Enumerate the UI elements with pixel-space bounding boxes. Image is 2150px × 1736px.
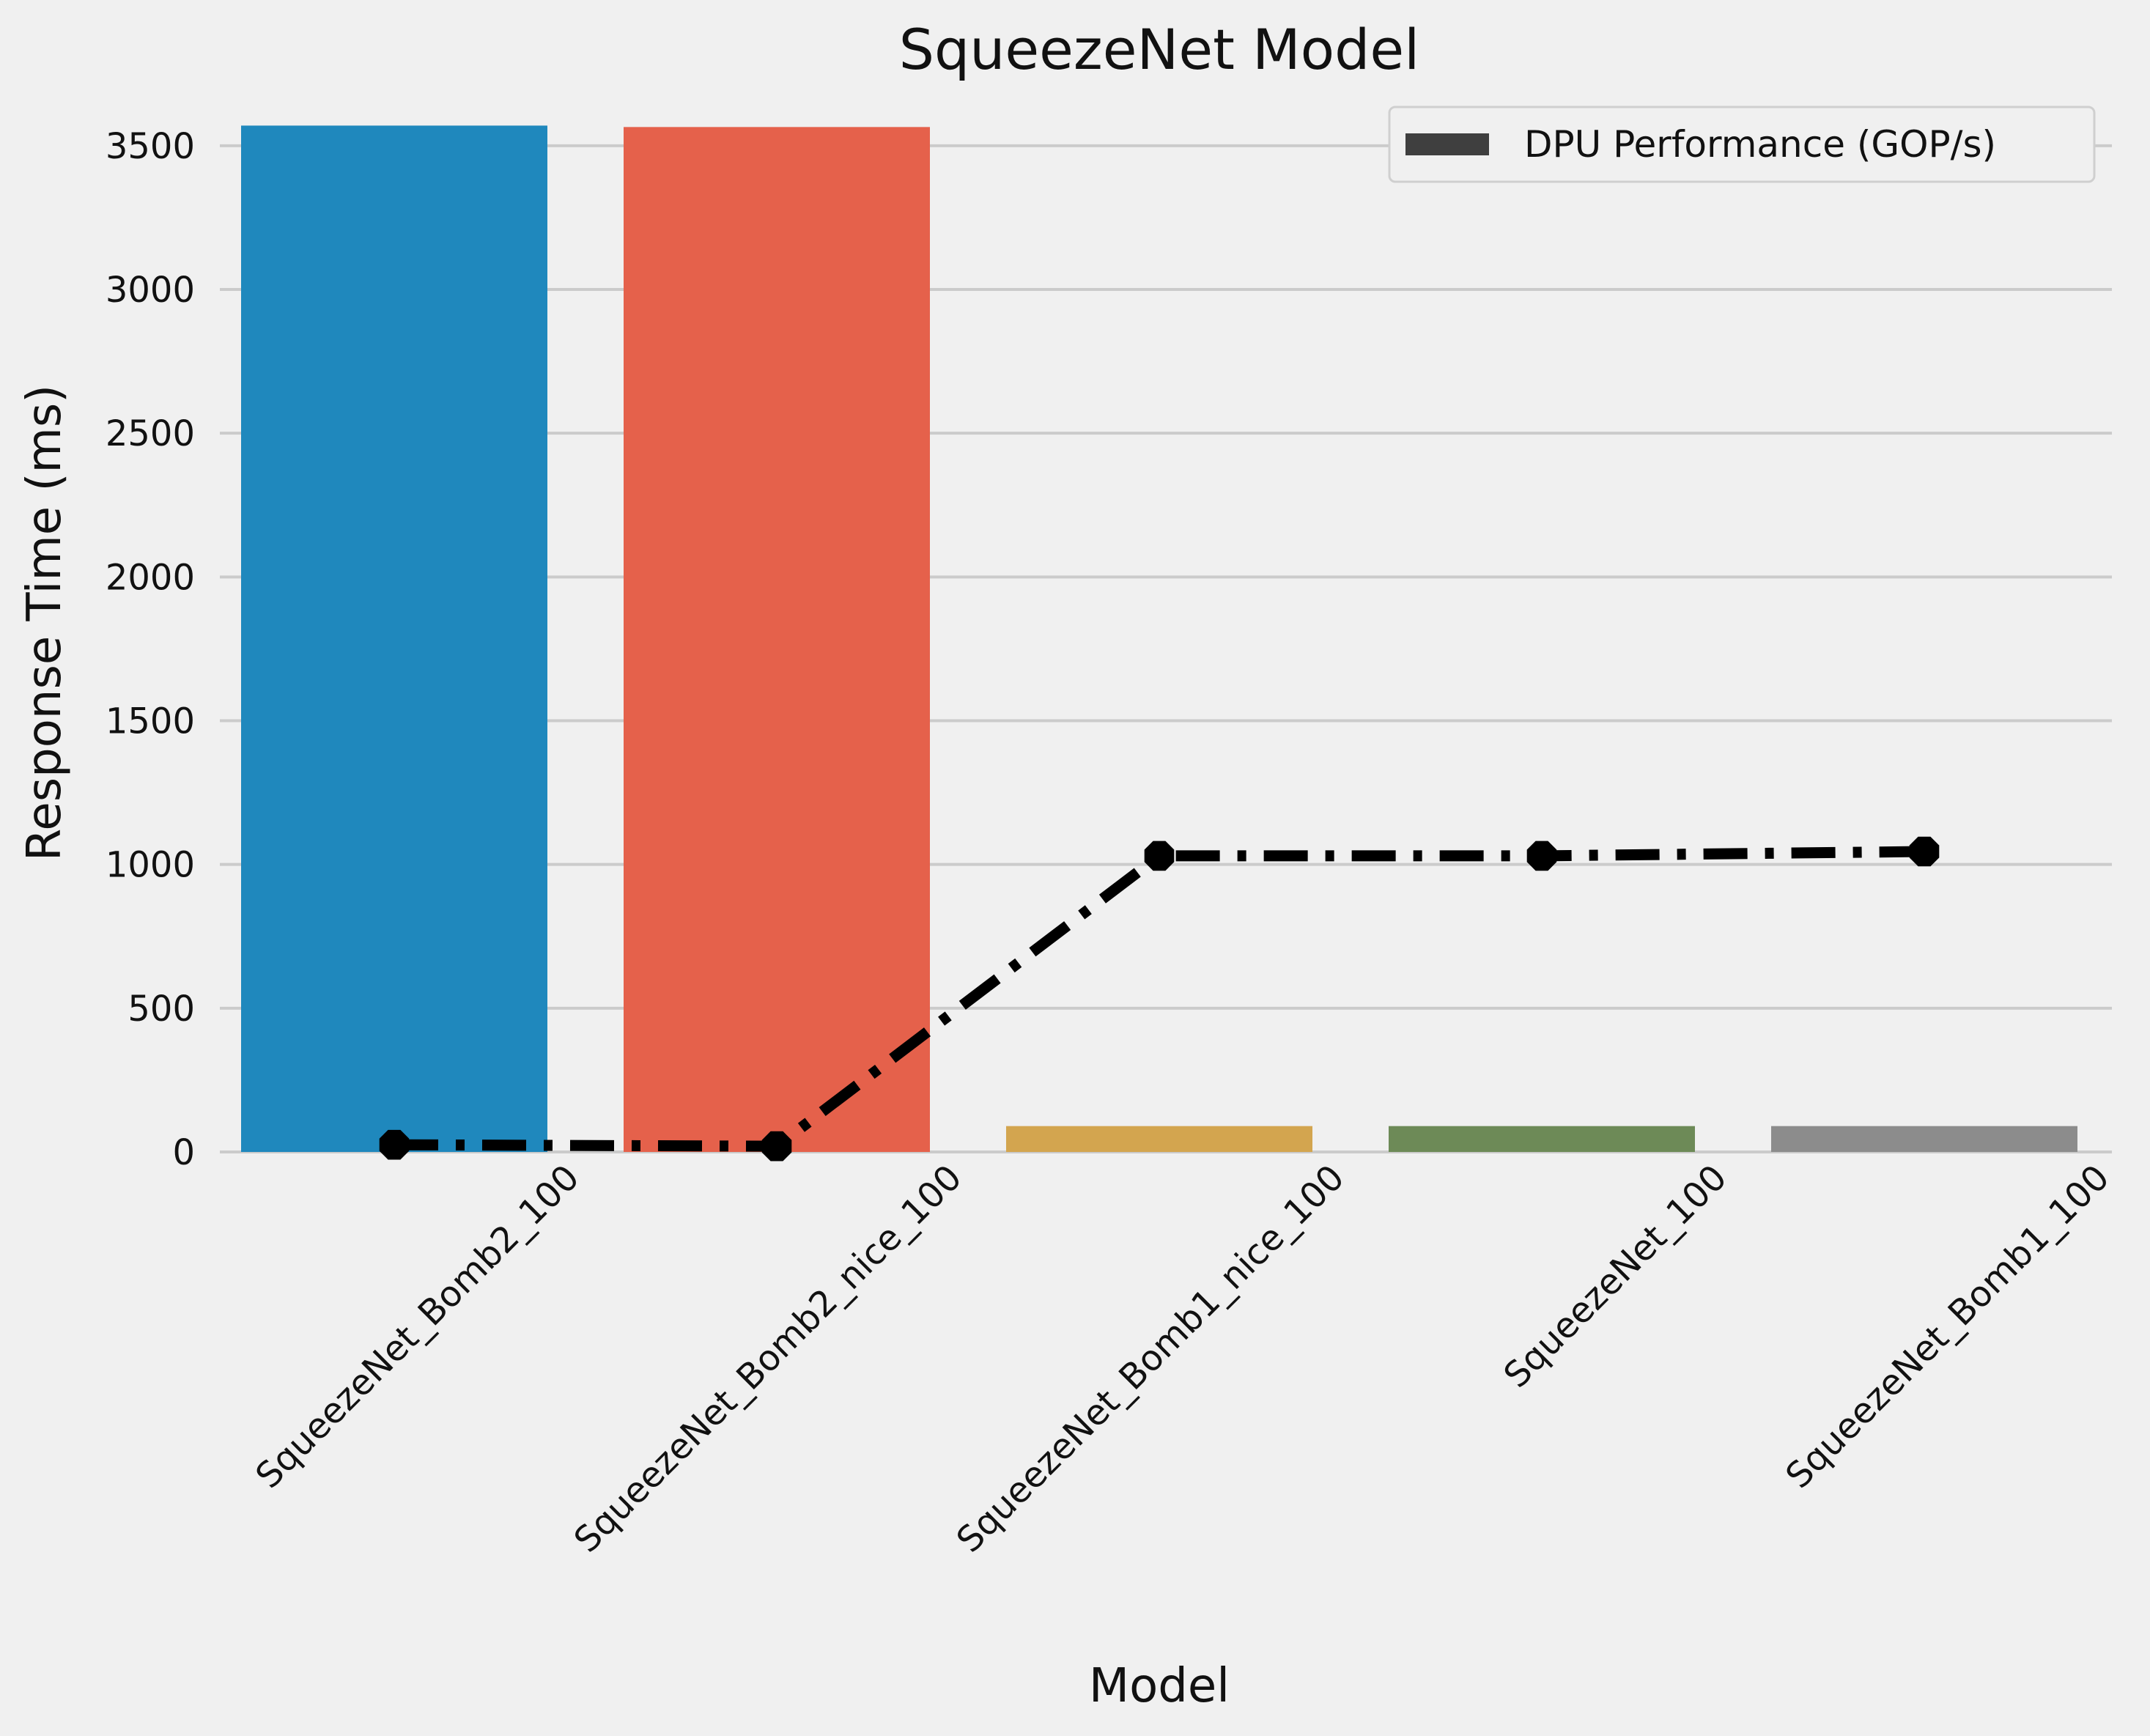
legend-entry-label: DPU Performance (GOP/s) — [1524, 123, 1996, 166]
y-tick-label-5: 2500 — [106, 413, 195, 454]
x-tick-label-0: SqueezeNet_Bomb2_100 — [248, 1157, 587, 1496]
line-point-2 — [1144, 841, 1175, 871]
bars — [241, 125, 2077, 1153]
y-axis-ticks: 0 500 1000 1500 2000 2500 3000 3500 — [106, 126, 195, 1173]
y-tick-label-2: 1000 — [106, 845, 195, 886]
line-point-4 — [1909, 836, 1940, 867]
line-series — [379, 836, 1940, 1161]
legend-swatch — [1405, 133, 1489, 155]
chart-title: SqueezeNet Model — [899, 17, 1420, 82]
y-tick-label-4: 2000 — [106, 557, 195, 598]
x-tick-label-3: SqueezeNet_100 — [1496, 1157, 1735, 1396]
y-tick-label-3: 1500 — [106, 701, 195, 742]
x-axis-title: Model — [1089, 1659, 1230, 1713]
bar-0 — [241, 125, 547, 1152]
bar-2 — [1006, 1126, 1312, 1152]
legend: DPU Performance (GOP/s) — [1388, 106, 2096, 183]
x-tick-label-2: SqueezeNet_Bomb1_nice_100 — [949, 1157, 1353, 1561]
y-tick-label-6: 3000 — [106, 270, 195, 311]
y-tick-label-1: 500 — [128, 989, 195, 1030]
x-axis-ticks: SqueezeNet_Bomb2_100SqueezeNet_Bomb2_nic… — [248, 1157, 2117, 1561]
bar-3 — [1389, 1126, 1695, 1152]
line-point-3 — [1526, 841, 1557, 871]
bar-4 — [1771, 1126, 2077, 1152]
bar-1 — [624, 127, 930, 1153]
x-tick-label-1: SqueezeNet_Bomb2_nice_100 — [566, 1157, 970, 1561]
y-tick-label-7: 3500 — [106, 126, 195, 167]
line-point-0 — [379, 1129, 410, 1160]
y-axis-title: Response Time (ms) — [18, 385, 72, 861]
x-tick-label-4: SqueezeNet_Bomb1_100 — [1778, 1157, 2117, 1496]
y-tick-label-0: 0 — [172, 1132, 195, 1173]
legend-box — [1388, 106, 2096, 183]
line-point-1 — [761, 1131, 792, 1161]
